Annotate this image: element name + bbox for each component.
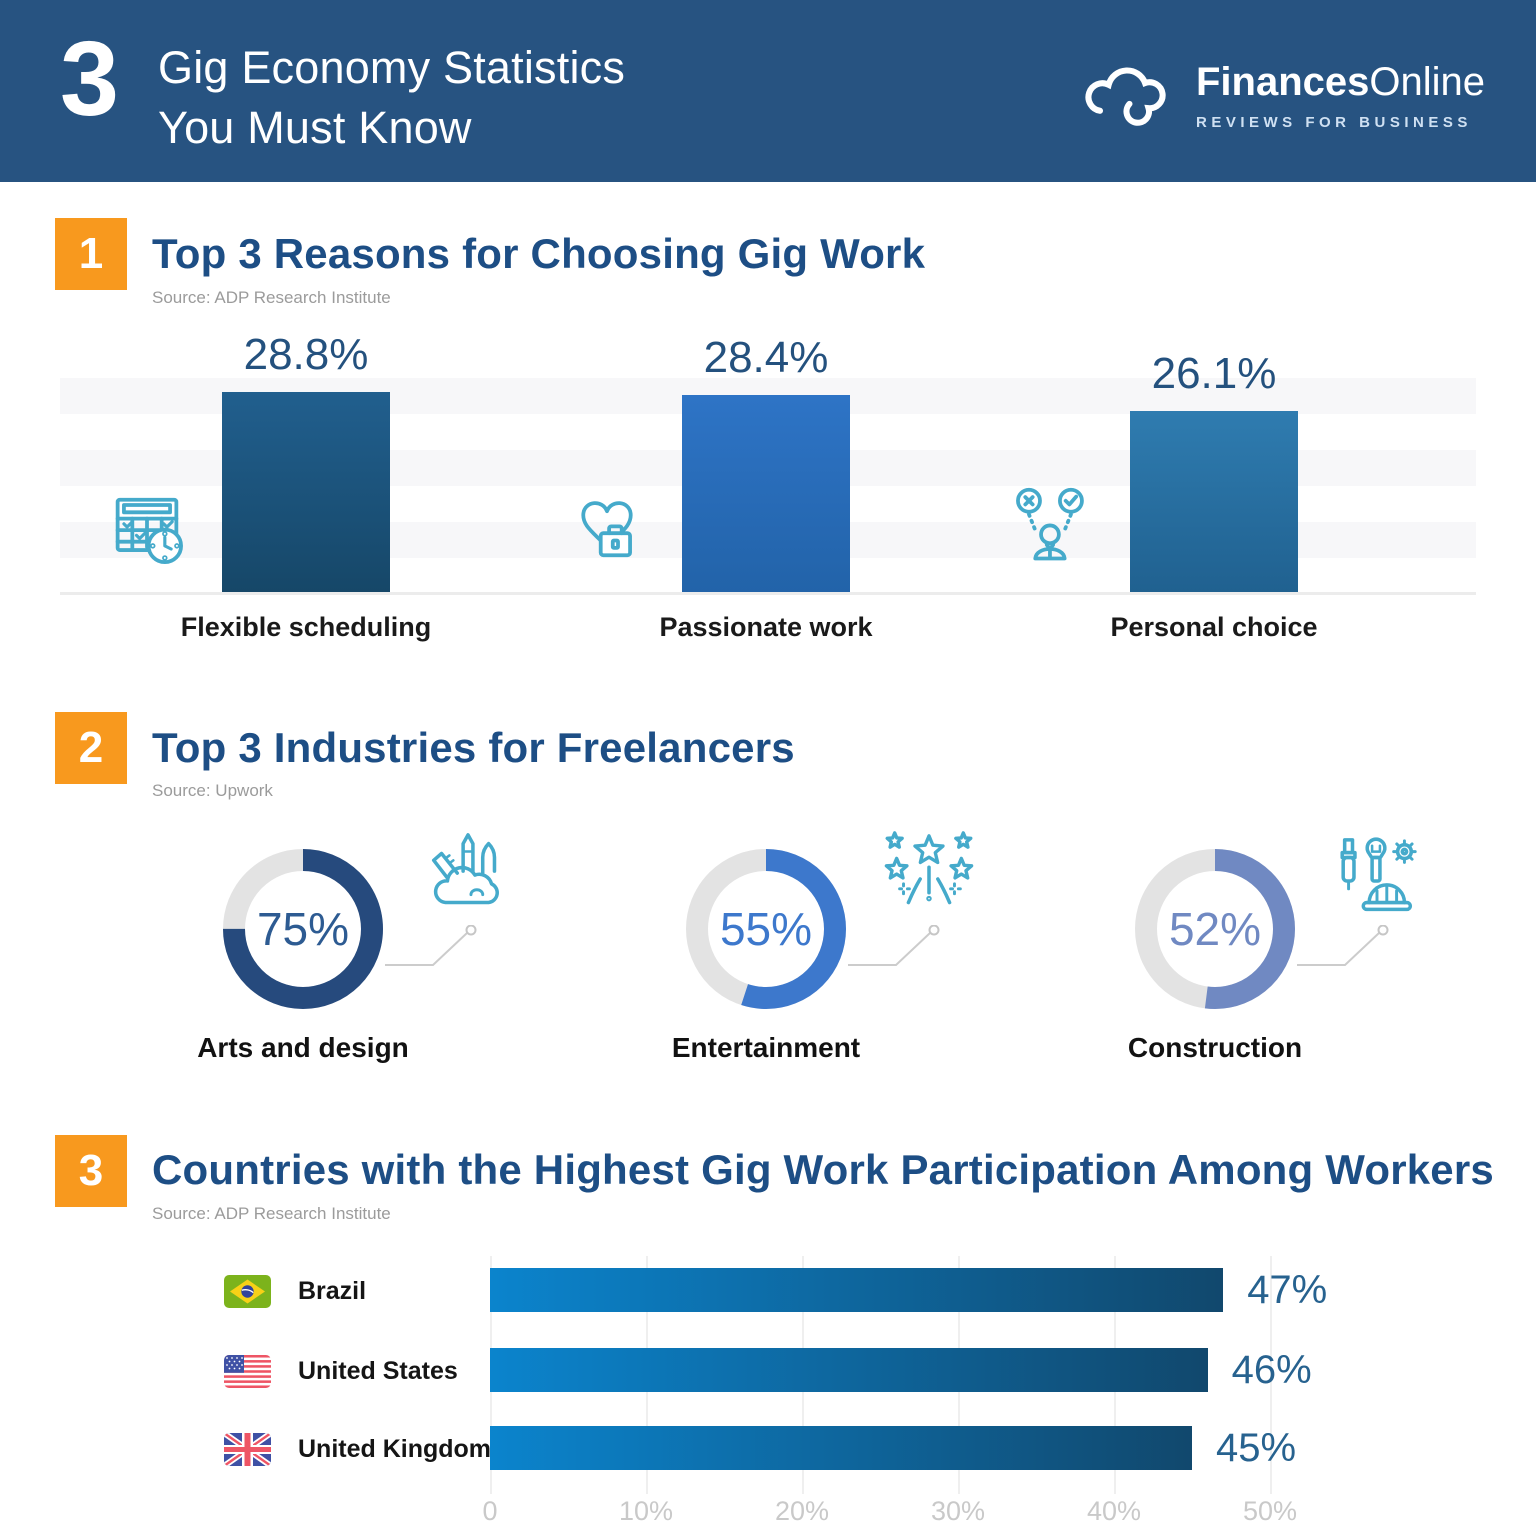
bar-group-passionate-work: 28.4% [682,322,850,592]
donut-connector-line [385,925,477,966]
section3-title: Countries with the Highest Gig Work Part… [152,1146,1494,1193]
bar-group-flexible-scheduling: 28.8% [222,322,390,592]
bar-passionate-work [682,394,850,592]
brazil-flag [224,1275,271,1308]
hbar-value-label: 46% [1231,1347,1312,1392]
section2-title: Top 3 Industries for Freelancers [152,724,795,771]
page-title-line1: Gig Economy Statistics [158,42,626,93]
donut-category-label: Construction [1127,1032,1303,1063]
section2-badge: 2 [55,712,127,784]
bar-value-label: 26.1% [1151,348,1277,398]
bar-flexible-scheduling [222,392,390,592]
choice-person-icon [1016,487,1084,561]
section1-badge: 1 [55,218,127,290]
section2-source: Source: Upwork [152,781,273,800]
arts-design-icon [431,833,499,905]
page-title: Gig Economy Statistics You Must Know [158,38,625,159]
header-banner: 3 Gig Economy Statistics You Must Know F… [0,0,1536,182]
uk-flag [224,1433,271,1466]
bar-category-label: Flexible scheduling [180,612,432,642]
hbar-value-label: 47% [1247,1267,1328,1312]
x-tick-0: 0 [482,1496,498,1526]
x-tick-20: 20% [774,1496,830,1526]
donut-construction: 52% [1135,849,1295,1009]
hbar-value-label: 45% [1216,1425,1297,1470]
section3-source: Source: ADP Research Institute [152,1204,391,1223]
brand-regular: Online [1369,60,1486,104]
x-tick-30: 30% [930,1496,986,1526]
donut-value-label: 55% [719,903,813,955]
country-label-united-kingdom: United Kingdom [298,1435,492,1463]
hbar-united-kingdom [490,1426,1192,1470]
bar-personal-choice [1130,410,1298,592]
donut-arts-and-design: 75% [223,849,383,1009]
country-label-united-states: United States [298,1357,458,1385]
hbar-brazil [490,1268,1224,1312]
gridline-50 [1270,1256,1272,1494]
calendar-clock-icon [115,497,183,565]
hbar-united-states [490,1348,1208,1392]
donut-value-label: 52% [1168,903,1262,955]
us-flag [224,1355,271,1388]
country-label-brazil: Brazil [298,1277,367,1305]
bar-value-label: 28.8% [243,330,369,380]
brand-logo: FinancesOnline REVIEWS FOR BUSINESS [1074,54,1485,131]
x-tick-10: 10% [618,1496,674,1526]
donut-entertainment: 55% [686,849,846,1009]
brand-name: FinancesOnline [1196,62,1485,102]
x-tick-50: 50% [1242,1496,1298,1526]
section1-source: Source: ADP Research Institute [152,288,391,307]
page-title-line2: You Must Know [158,102,472,154]
donut-connector-line [848,925,940,966]
hbar-row-brazil: 47% [490,1268,1327,1312]
cloud-logo-icon [1085,67,1166,126]
fireworks-icon [880,828,978,905]
donut-value-label: 75% [256,903,350,955]
bar-category-label: Personal choice [1110,612,1318,642]
donut-category-label: Entertainment [671,1032,861,1063]
brand-tagline: REVIEWS FOR BUSINESS [1196,114,1472,131]
donut-connector-line [1297,925,1389,966]
hbar-row-united-states: 46% [490,1348,1312,1392]
brand-bold: Finances [1196,60,1370,104]
x-tick-40: 40% [1086,1496,1142,1526]
bar-category-label: Passionate work [659,612,873,642]
bar-value-label: 28.4% [703,332,829,382]
header-big-number: 3 [60,20,119,138]
section3-badge: 3 [55,1135,127,1207]
section1-title: Top 3 Reasons for Choosing Gig Work [152,230,926,277]
heart-briefcase-icon [581,501,633,558]
hbar-row-united-kingdom: 45% [490,1426,1296,1470]
bar-group-personal-choice: 26.1% [1130,322,1298,592]
construction-tools-icon [1340,837,1417,912]
donut-category-label: Arts and design [197,1032,409,1063]
bar-chart-baseline [60,592,1476,595]
